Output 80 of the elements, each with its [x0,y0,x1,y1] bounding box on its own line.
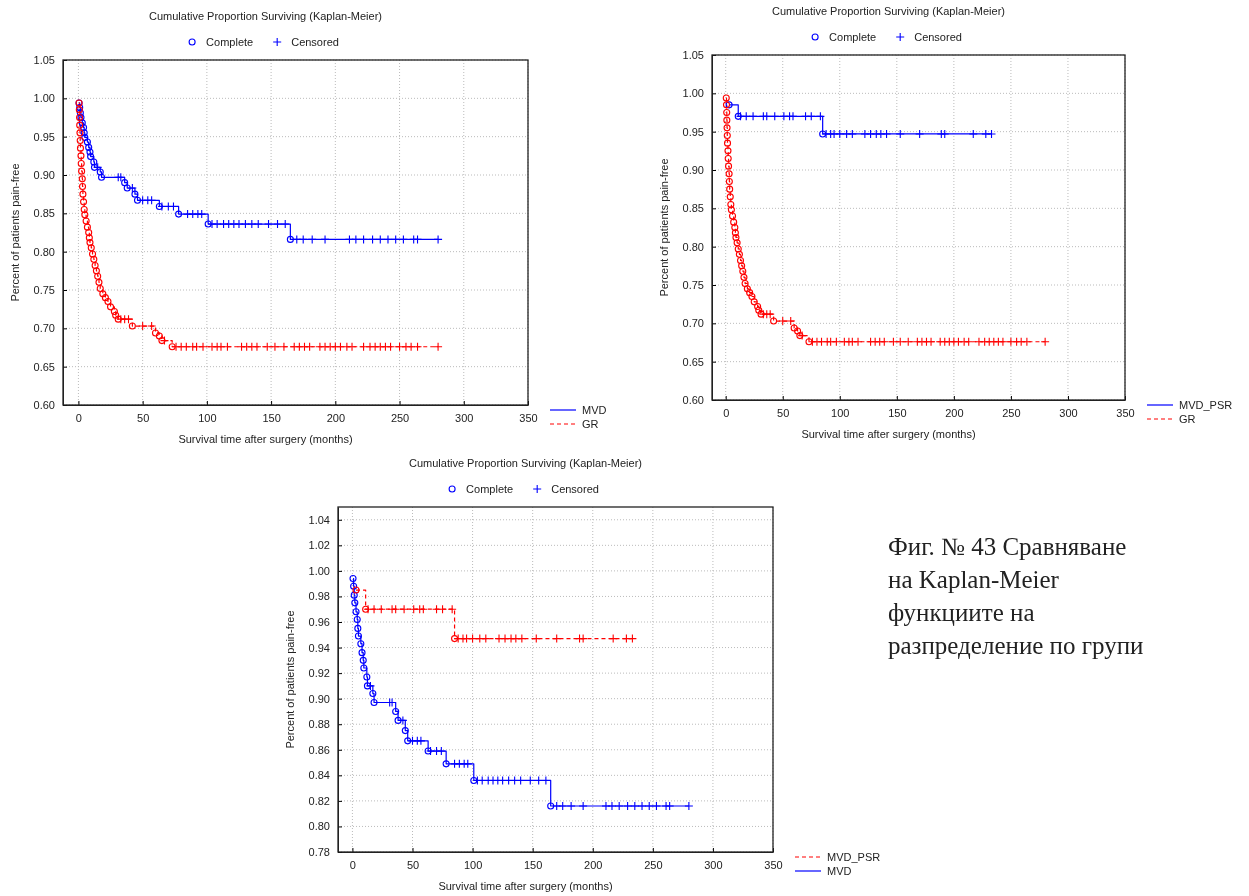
y-tick-label: 0.95 [33,130,55,143]
x-tick-label: 350 [1116,406,1135,419]
y-tick-label: 0.65 [33,360,55,373]
y-tick-label: 0.94 [308,641,330,654]
x-tick-label: 50 [777,406,790,419]
x-tick-label: 100 [198,411,217,424]
y-tick-label: 1.05 [33,54,55,67]
y-tick-label: 0.82 [308,794,330,807]
y-tick-label: 1.02 [308,539,330,552]
y-tick-label: 0.90 [33,169,55,182]
legend-label: MVD_PSR [1179,399,1233,411]
y-tick-label: 0.75 [682,279,704,292]
text: Фиг. № 43 Сравняване на Kaplan-Meier функциите на разпределение по групи [888,533,1144,659]
y-tick-label: 0.60 [682,394,704,407]
x-tick-label: 150 [888,406,907,419]
chart-title: Cumulative Proportion Surviving (Kaplan-Meier) [149,10,382,22]
y-tick-label: 0.90 [308,692,330,705]
y-tick-label: 1.00 [308,564,330,577]
x-axis-title: Survival time after surgery (months) [178,433,353,445]
x-tick-label: 250 [390,411,410,424]
x-tick-label: 0 [349,858,356,871]
y-tick-label: 1.00 [33,92,55,105]
x-tick-label: 350 [519,411,538,424]
y-tick-label: 1.05 [682,49,704,62]
x-tick-label: 100 [463,858,483,871]
x-tick-label: 300 [704,858,723,871]
legend-label: Censored [551,483,599,495]
y-tick-label: 0.70 [682,317,704,330]
y-tick-label: 1.04 [308,513,330,526]
y-tick-label: 0.84 [308,769,330,782]
y-tick-label: 0.60 [33,399,55,412]
y-tick-label: 0.96 [308,616,330,629]
legend-label: Complete [829,31,877,43]
y-tick-label: 0.90 [682,164,704,177]
legend-label: GR [582,418,599,430]
legend-label: MVD [827,865,852,877]
x-tick-label: 300 [1059,406,1078,419]
legend-label: Censored [291,36,339,48]
y-tick-label: 0.80 [308,820,330,833]
x-tick-label: 0 [75,411,82,424]
y-tick-label: 0.75 [33,284,55,297]
y-tick-label: 0.85 [682,202,704,215]
x-tick-label: 200 [945,406,964,419]
y-axis-title: Percent of patients pain-free [658,158,670,297]
chart-title: Cumulative Proportion Surviving (Kaplan-Meier) [409,457,642,469]
x-tick-label: 150 [262,411,281,424]
x-tick-label: 150 [523,858,543,871]
y-tick-label: 0.70 [33,322,55,335]
y-tick-label: 0.65 [682,355,704,368]
y-tick-label: 0.80 [682,240,704,253]
x-axis-title: Survival time after surgery (months) [801,428,976,440]
x-tick-label: 300 [455,411,474,424]
legend-label: MVD_PSR [827,851,881,863]
x-tick-label: 200 [326,411,345,424]
x-tick-label: 350 [764,858,783,871]
y-axis-title: Percent of patients pain-free [9,163,21,302]
x-tick-label: 200 [584,858,603,871]
x-axis-title: Survival time after surgery (months) [438,880,613,892]
legend-label: GR [1179,413,1196,425]
legend-label: Complete [466,483,514,495]
legend-label: Complete [206,36,254,48]
y-tick-label: 0.88 [308,718,330,731]
x-tick-label: 50 [406,858,420,871]
x-tick-label: 250 [1002,406,1021,419]
y-tick-label: 0.98 [308,590,330,603]
x-tick-label: 250 [644,858,663,871]
y-axis-title: Percent of patients pain-free [284,610,296,749]
legend-label: MVD [582,404,607,416]
y-tick-label: 0.80 [33,245,55,258]
y-tick-label: 1.00 [682,87,704,100]
legend-label: Censored [914,31,962,43]
y-tick-label: 0.95 [682,125,704,138]
y-tick-label: 0.92 [308,667,330,680]
chart-title: Cumulative Proportion Surviving (Kaplan-Meier) [772,5,1005,17]
y-tick-label: 0.78 [308,846,330,859]
x-tick-label: 0 [723,406,730,419]
x-tick-label: 50 [137,411,150,424]
y-tick-label: 0.85 [33,207,55,220]
x-tick-label: 100 [831,406,850,419]
y-tick-label: 0.86 [308,743,330,756]
